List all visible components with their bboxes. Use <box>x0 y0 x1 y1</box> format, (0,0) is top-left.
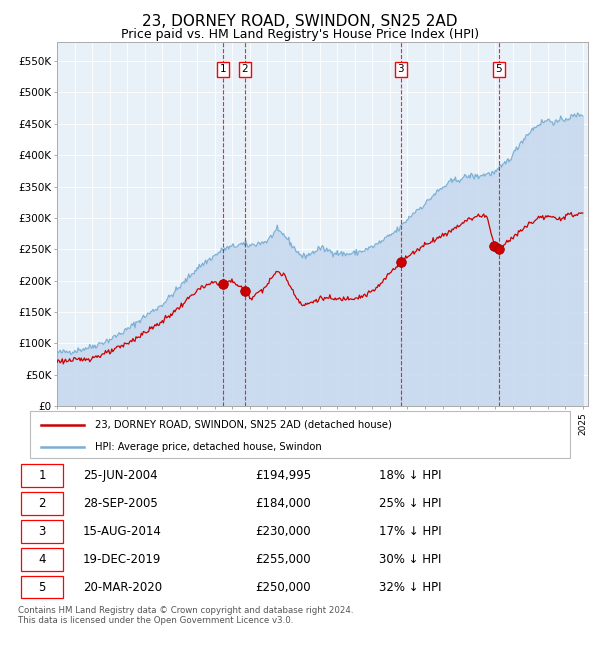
Text: 28-SEP-2005: 28-SEP-2005 <box>83 497 158 510</box>
Text: 3: 3 <box>398 64 404 74</box>
Text: 3: 3 <box>38 525 46 538</box>
Text: 18% ↓ HPI: 18% ↓ HPI <box>379 469 442 482</box>
Text: 25% ↓ HPI: 25% ↓ HPI <box>379 497 442 510</box>
Text: 4: 4 <box>38 552 46 566</box>
Text: 1: 1 <box>220 64 226 74</box>
Text: Price paid vs. HM Land Registry's House Price Index (HPI): Price paid vs. HM Land Registry's House … <box>121 28 479 41</box>
Text: 32% ↓ HPI: 32% ↓ HPI <box>379 581 442 594</box>
Text: £184,000: £184,000 <box>255 497 311 510</box>
Text: £250,000: £250,000 <box>255 581 311 594</box>
Text: £230,000: £230,000 <box>255 525 311 538</box>
FancyBboxPatch shape <box>21 520 63 543</box>
FancyBboxPatch shape <box>21 464 63 487</box>
Text: 5: 5 <box>38 581 46 594</box>
FancyBboxPatch shape <box>21 576 63 599</box>
Text: HPI: Average price, detached house, Swindon: HPI: Average price, detached house, Swin… <box>95 441 322 452</box>
Text: 5: 5 <box>496 64 502 74</box>
Text: 15-AUG-2014: 15-AUG-2014 <box>83 525 162 538</box>
Text: 17% ↓ HPI: 17% ↓ HPI <box>379 525 442 538</box>
Text: 2: 2 <box>242 64 248 74</box>
FancyBboxPatch shape <box>30 411 570 458</box>
Text: 23, DORNEY ROAD, SWINDON, SN25 2AD: 23, DORNEY ROAD, SWINDON, SN25 2AD <box>142 14 458 29</box>
Text: 30% ↓ HPI: 30% ↓ HPI <box>379 552 442 566</box>
Text: 25-JUN-2004: 25-JUN-2004 <box>83 469 157 482</box>
Text: £194,995: £194,995 <box>255 469 311 482</box>
Text: 2: 2 <box>38 497 46 510</box>
FancyBboxPatch shape <box>21 492 63 515</box>
FancyBboxPatch shape <box>21 548 63 571</box>
Text: 23, DORNEY ROAD, SWINDON, SN25 2AD (detached house): 23, DORNEY ROAD, SWINDON, SN25 2AD (deta… <box>95 419 392 430</box>
Text: £255,000: £255,000 <box>255 552 311 566</box>
Text: 20-MAR-2020: 20-MAR-2020 <box>83 581 162 594</box>
Text: 19-DEC-2019: 19-DEC-2019 <box>83 552 161 566</box>
Text: Contains HM Land Registry data © Crown copyright and database right 2024.
This d: Contains HM Land Registry data © Crown c… <box>18 606 353 625</box>
Text: 1: 1 <box>38 469 46 482</box>
